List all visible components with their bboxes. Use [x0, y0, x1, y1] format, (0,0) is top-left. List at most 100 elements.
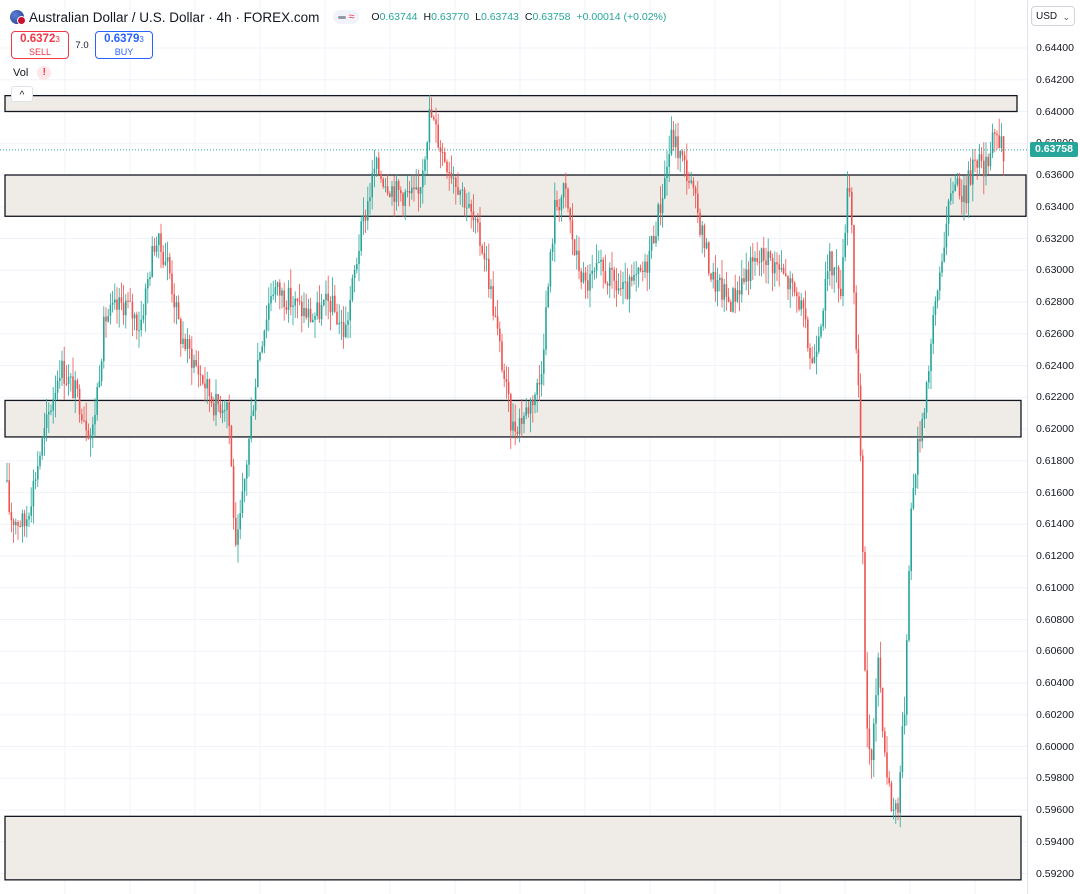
candle-body	[138, 330, 140, 332]
candle-body	[340, 322, 343, 324]
candle-body	[703, 225, 706, 249]
candle-body	[120, 297, 123, 303]
candle-body	[631, 276, 633, 281]
candle-body	[809, 347, 811, 359]
candle-body	[609, 267, 611, 286]
price-tick-label: 0.64000	[1036, 105, 1074, 118]
candle-body	[600, 259, 602, 262]
price-tick-label: 0.61200	[1036, 550, 1074, 562]
ohlc-key: L	[475, 11, 481, 23]
candle-body	[987, 156, 989, 167]
candle-body	[650, 235, 653, 251]
buy-button[interactable]: 0.63793 BUY	[95, 31, 153, 59]
candle-body	[529, 399, 532, 414]
legend-row: Australian Dollar / U.S. Dollar · 4h · F…	[10, 8, 666, 26]
buy-label: BUY	[114, 46, 134, 57]
market-status-pill[interactable]: ≈	[333, 10, 360, 24]
price-tick-label: 0.59600	[1036, 804, 1074, 816]
candle-body	[254, 386, 257, 411]
candle-body	[710, 273, 712, 280]
ohlc-key: H	[423, 11, 432, 23]
candle-body	[314, 316, 316, 320]
candle-body	[914, 474, 917, 489]
candle-body	[826, 271, 829, 279]
candle-body	[296, 298, 299, 301]
candle-body	[846, 188, 849, 233]
candle-body	[875, 695, 877, 724]
sell-price: 0.63723	[20, 32, 60, 45]
candle-body	[578, 250, 580, 272]
candle-body	[635, 274, 637, 276]
candle-body	[345, 324, 347, 338]
candle-body	[430, 109, 433, 118]
candle-body	[83, 420, 85, 422]
candle-body	[567, 188, 569, 209]
candle-body	[952, 190, 954, 194]
price-axis[interactable]: USD ⌄ 0.644000.642000.640000.638000.6360…	[1027, 0, 1080, 894]
candle-body	[239, 513, 241, 530]
collapse-legend-button[interactable]: ^	[11, 86, 33, 102]
price-tick-label: 0.62800	[1036, 296, 1074, 308]
ohlc-item: +0.00014 (+0.02%)	[576, 11, 666, 23]
candlestick-chart[interactable]	[0, 0, 1027, 894]
candle-body	[842, 257, 844, 297]
candle-body	[701, 225, 703, 235]
candle-body	[413, 187, 415, 190]
candle-body	[996, 133, 998, 136]
candle-body	[897, 803, 899, 813]
candle-body	[85, 420, 87, 431]
candle-body	[149, 277, 151, 280]
candle-body	[765, 260, 767, 266]
candle-body	[901, 726, 904, 773]
candle-body	[217, 393, 219, 405]
ohlc-item: C0.63758	[525, 11, 571, 23]
candle-body	[329, 300, 332, 313]
candle-body	[859, 385, 862, 456]
candle-body	[917, 438, 919, 475]
candle-body	[78, 388, 81, 415]
candle-body	[562, 183, 565, 198]
candle-body	[780, 267, 783, 270]
candle-body	[694, 187, 697, 194]
candle-body	[54, 392, 57, 400]
candle-body	[888, 777, 890, 784]
buy-price: 0.63793	[104, 32, 144, 45]
price-tick-label: 0.59800	[1036, 772, 1074, 785]
candle-body	[400, 190, 402, 194]
symbol-title[interactable]: Australian Dollar / U.S. Dollar · 4h · F…	[29, 9, 320, 25]
candle-body	[96, 387, 98, 415]
candle-body	[895, 803, 897, 810]
currency-select[interactable]: USD ⌄	[1031, 6, 1075, 26]
volume-indicator-row[interactable]: Vol !	[13, 66, 52, 80]
candle-body	[303, 307, 305, 317]
candle-body	[455, 177, 457, 188]
candle-body	[796, 292, 798, 297]
candle-body	[397, 181, 400, 191]
alert-icon[interactable]: !	[37, 66, 52, 80]
candle-body	[235, 517, 237, 545]
candle-body	[554, 200, 556, 244]
candle-body	[670, 129, 673, 155]
candle-body	[89, 434, 92, 439]
candle-body	[496, 316, 499, 329]
candle-body	[958, 178, 961, 197]
candle-body	[928, 371, 930, 383]
candle-body	[444, 152, 446, 162]
sell-button[interactable]: 0.63723 SELL	[11, 31, 69, 59]
candle-body	[923, 412, 926, 420]
candle-body	[166, 257, 169, 262]
candle-body	[208, 379, 211, 397]
candle-body	[584, 272, 587, 281]
candle-body	[408, 191, 411, 194]
candle-body	[404, 191, 406, 206]
candle-body	[991, 132, 994, 154]
candle-body	[65, 383, 68, 385]
candle-body	[881, 687, 884, 732]
candle-body	[754, 258, 756, 262]
chart-area[interactable]: Australian Dollar / U.S. Dollar · 4h · F…	[0, 0, 1027, 894]
candle-body	[668, 154, 670, 167]
ohlc-item: L0.63743	[475, 11, 519, 23]
ohlc-value: 0.63770	[431, 11, 470, 23]
candle-body	[463, 189, 466, 208]
candle-body	[877, 657, 879, 696]
